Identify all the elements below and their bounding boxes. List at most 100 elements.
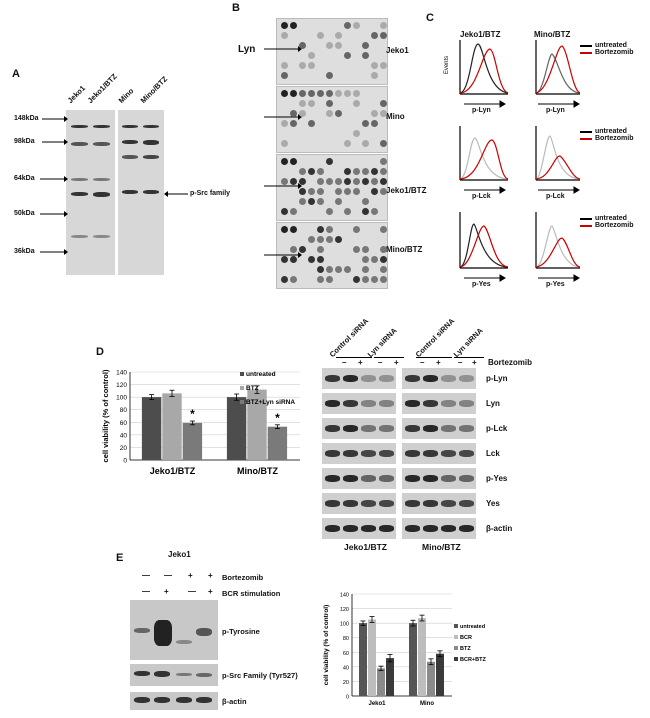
array-spot — [308, 188, 315, 195]
array-spot — [362, 140, 369, 147]
panel-e-letter: E — [116, 552, 124, 564]
array-spot — [371, 62, 378, 69]
legend-label: untreated — [246, 371, 276, 378]
wb-band — [343, 450, 358, 457]
array-spot — [317, 90, 324, 97]
wb-band — [325, 425, 340, 432]
antibody-array-mino — [276, 86, 388, 153]
wb-band — [423, 425, 438, 432]
wb-row-label: p-Lck — [486, 424, 508, 433]
wb-header: Lyn siRNA — [451, 326, 485, 359]
wb-row-p-lyn — [402, 368, 476, 389]
array-spot — [362, 276, 369, 283]
sign: — — [188, 587, 196, 596]
y-tick-label: 40 — [120, 432, 128, 439]
wb-band — [459, 425, 474, 432]
western-blot-a-left — [66, 110, 115, 275]
array-spot — [326, 42, 333, 49]
wb-band — [379, 450, 394, 457]
bar — [141, 397, 162, 460]
array-spot — [326, 110, 333, 117]
x-category-label: Mino — [420, 701, 434, 707]
wb-band — [405, 500, 420, 507]
bar-chart-d: 0 20 40 60 80 100 120 140 cell viability (% of c… — [101, 369, 300, 476]
bar — [386, 658, 394, 696]
array-spot — [308, 90, 315, 97]
array-spot — [317, 226, 324, 233]
array-spot — [317, 168, 324, 175]
array-spot — [362, 246, 369, 253]
facs-axis-label: p-Lyn — [472, 107, 491, 114]
array-spot — [308, 236, 315, 243]
array-spot — [308, 256, 315, 263]
wb-row-yes — [402, 493, 476, 514]
array-spot — [371, 256, 378, 263]
x-category-label: Mino/BTZ — [237, 466, 278, 476]
wb-band — [343, 525, 358, 532]
wb-row-lyn — [322, 393, 396, 414]
legend-label: BTZ+Lyn siRNA — [246, 399, 295, 406]
array-spot — [380, 158, 387, 165]
array-spot — [380, 226, 387, 233]
blot-label: p-Tyrosine — [222, 627, 260, 636]
array-spot — [344, 208, 351, 215]
array-spot — [362, 208, 369, 215]
legend-label: BTZ — [460, 646, 471, 652]
wb-row-label: Yes — [486, 499, 500, 508]
bar-chart-e: 0 20 40 60 80 100 120 140 cell viability (% of c… — [323, 593, 486, 708]
array-spot — [344, 140, 351, 147]
array-spot — [317, 276, 324, 283]
wb-band — [379, 475, 394, 482]
panel-a: Jeko1 Jeko1/BTZ Mino Mino/BTZ 148kDa 98k… — [0, 0, 230, 290]
wb-row--actin — [402, 518, 476, 539]
bar — [247, 389, 267, 460]
blot-beta-actin — [130, 692, 218, 710]
blot-p-tyrosine — [130, 600, 218, 660]
y-tick-label: 40 — [343, 665, 349, 671]
array-spot — [281, 158, 288, 165]
array-spot — [371, 32, 378, 39]
array-label: Jeko1 — [386, 46, 409, 55]
array-spot — [362, 256, 369, 263]
array-spot — [371, 208, 378, 215]
y-tick-label: 120 — [116, 382, 127, 389]
array-spot — [281, 276, 288, 283]
array-spot — [290, 22, 297, 29]
wb-band — [379, 425, 394, 432]
facs-col-label: Mino/BTZ — [534, 30, 571, 39]
y-tick-label: 140 — [340, 593, 349, 599]
array-spot — [326, 226, 333, 233]
facs-legend: untreated Bortezomib — [580, 128, 634, 142]
y-tick-label: 100 — [116, 395, 127, 402]
panel-b-letter: B — [232, 2, 240, 14]
legend-untreated: untreated — [595, 128, 627, 135]
array-spot — [380, 276, 387, 283]
wb-row-lck — [322, 443, 396, 464]
array-spot — [281, 32, 288, 39]
array-spot — [353, 188, 360, 195]
legend-label: untreated — [460, 624, 485, 630]
y-tick-label: 120 — [340, 607, 349, 613]
wb-band — [361, 375, 376, 382]
wb-band — [361, 475, 376, 482]
array-spot — [299, 168, 306, 175]
array-spot — [380, 22, 387, 29]
wb-row-p-lck — [402, 418, 476, 439]
wb-band — [361, 400, 376, 407]
wb-band — [379, 375, 394, 382]
y-tick-label: 20 — [343, 680, 349, 686]
wb-row-lck — [402, 443, 476, 464]
bcr-stimulation-label: BCR stimulation — [222, 589, 281, 598]
array-spot — [281, 62, 288, 69]
y-axis-label: cell viability (% of control) — [101, 369, 110, 462]
legend-swatch — [454, 646, 458, 650]
sign: — — [164, 571, 172, 580]
wb-band — [459, 525, 474, 532]
array-spot — [317, 266, 324, 273]
array-spot — [326, 236, 333, 243]
wb-band — [405, 475, 420, 482]
array-spot — [299, 110, 306, 117]
wb-row-p-lyn — [322, 368, 396, 389]
wb-band — [423, 400, 438, 407]
wb-band — [343, 475, 358, 482]
